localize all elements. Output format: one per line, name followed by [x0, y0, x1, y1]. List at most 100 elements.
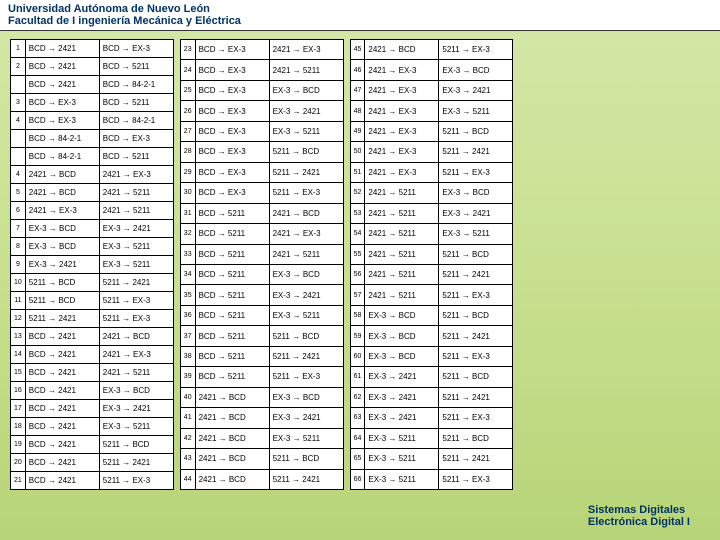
table-row: 542421 → 5211EX-3 → 5211 — [350, 224, 513, 244]
conversion-a: 2421 → BCD — [195, 428, 269, 448]
row-number — [11, 148, 26, 166]
row-number: 33 — [180, 244, 195, 264]
row-number: 44 — [180, 469, 195, 489]
row-number: 3 — [11, 94, 26, 112]
conversion-b: EX-3 → BCD — [99, 382, 173, 400]
conversion-b: 2421 → EX-3 — [99, 166, 173, 184]
conversion-b: EX-3 → 2421 — [269, 408, 343, 428]
conversion-a: BCD → 2421 — [25, 364, 99, 382]
conversion-b: 5211 → EX-3 — [99, 292, 173, 310]
conversion-b: 5211 → EX-3 — [439, 346, 513, 366]
conversion-a: EX-3 → 2421 — [365, 387, 439, 407]
table-row: 33BCD → 52112421 → 5211 — [180, 244, 343, 264]
conversion-b: 5211 → 2421 — [269, 469, 343, 489]
conversion-b: 5211 → EX-3 — [269, 183, 343, 203]
row-number: 18 — [11, 418, 26, 436]
table-row: 522421 → 5211EX-3 → BCD — [350, 183, 513, 203]
conversion-a: BCD → 5211 — [195, 224, 269, 244]
conversion-a: EX-3 → 2421 — [25, 256, 99, 274]
table-row: 61EX-3 → 24215211 → BCD — [350, 367, 513, 387]
conversion-b: 2421 → 5211 — [269, 244, 343, 264]
row-number: 26 — [180, 101, 195, 121]
conversion-a: BCD → EX-3 — [195, 101, 269, 121]
conversion-a: BCD → 5211 — [195, 244, 269, 264]
conversion-b: 5211 → BCD — [269, 326, 343, 346]
conversion-a: 2421 → EX-3 — [365, 60, 439, 80]
row-number: 13 — [11, 328, 26, 346]
row-number: 8 — [11, 238, 26, 256]
conversion-b: EX-3 → BCD — [269, 387, 343, 407]
table-row: 105211 → BCD5211 → 2421 — [11, 274, 174, 292]
table-row: 21BCD → 24215211 → EX-3 — [11, 472, 174, 490]
table-row: 60EX-3 → BCD5211 → EX-3 — [350, 346, 513, 366]
table-row: 562421 → 52115211 → 2421 — [350, 264, 513, 284]
conversion-b: 5211 → 2421 — [99, 274, 173, 292]
row-number: 30 — [180, 183, 195, 203]
row-number: 39 — [180, 367, 195, 387]
conversion-a: 2421 → 5211 — [365, 203, 439, 223]
footer-line-2: Electrónica Digital I — [588, 516, 690, 528]
conversion-b: EX-3 → BCD — [269, 80, 343, 100]
table-row: 30BCD → EX-35211 → EX-3 — [180, 183, 343, 203]
table-row: 25BCD → EX-3EX-3 → BCD — [180, 80, 343, 100]
row-number: 14 — [11, 346, 26, 364]
conversion-a: 5211 → BCD — [25, 292, 99, 310]
conversion-a: BCD → 2421 — [25, 346, 99, 364]
conversion-b: 5211 → 2421 — [269, 346, 343, 366]
row-number: 4 — [11, 166, 26, 184]
conversion-b: EX-3 → 2421 — [99, 220, 173, 238]
conversion-b: 5211 → 2421 — [439, 449, 513, 469]
row-number: 1 — [11, 40, 26, 58]
row-number: 6 — [11, 202, 26, 220]
table-row: 28BCD → EX-35211 → BCD — [180, 142, 343, 162]
row-number: 35 — [180, 285, 195, 305]
conversion-a: 2421 → 5211 — [365, 264, 439, 284]
row-number: 47 — [350, 80, 365, 100]
conversion-b: BCD → EX-3 — [99, 130, 173, 148]
tables-container: 1BCD → 2421BCD → EX-32BCD → 2421BCD → 52… — [0, 31, 720, 492]
conversion-a: 2421 → 5211 — [365, 224, 439, 244]
table-row: 27BCD → EX-3EX-3 → 5211 — [180, 121, 343, 141]
page-header: Universidad Autónoma de Nuevo León Facul… — [0, 0, 720, 31]
table-row: 432421 → BCD5211 → BCD — [180, 449, 343, 469]
conversion-b: EX-3 → 2421 — [269, 101, 343, 121]
conversion-b: 5211 → BCD — [439, 367, 513, 387]
conversion-a: EX-3 → 2421 — [365, 408, 439, 428]
conversion-b: 5211 → 2421 — [439, 326, 513, 346]
table-row: 29BCD → EX-35211 → 2421 — [180, 162, 343, 182]
conversion-b: EX-3 → 5211 — [99, 256, 173, 274]
row-number: 62 — [350, 387, 365, 407]
conversion-a: 2421 → BCD — [25, 166, 99, 184]
row-number — [11, 130, 26, 148]
conversion-a: BCD → 5211 — [195, 326, 269, 346]
conversion-a: BCD → EX-3 — [195, 162, 269, 182]
conversion-b: 5211 → EX-3 — [99, 310, 173, 328]
conversion-b: 5211 → BCD — [269, 142, 343, 162]
table-row: 13BCD → 24212421 → BCD — [11, 328, 174, 346]
table-row: 34BCD → 5211EX-3 → BCD — [180, 264, 343, 284]
table-row: 472421 → EX-3EX-3 → 2421 — [350, 80, 513, 100]
row-number: 21 — [11, 472, 26, 490]
row-number: 63 — [350, 408, 365, 428]
conversion-a: 2421 → BCD — [365, 40, 439, 60]
row-number: 65 — [350, 449, 365, 469]
row-number: 56 — [350, 264, 365, 284]
conversion-a: EX-3 → BCD — [365, 305, 439, 325]
conversion-b: EX-3 → 5211 — [439, 101, 513, 121]
table-col-3: 452421 → BCD5211 → EX-3462421 → EX-3EX-3… — [350, 39, 514, 490]
conversion-b: 5211 → EX-3 — [439, 408, 513, 428]
table-row: 32BCD → 52112421 → EX-3 — [180, 224, 343, 244]
conversion-a: 2421 → EX-3 — [365, 162, 439, 182]
conversion-b: 2421 → EX-3 — [99, 346, 173, 364]
conversion-b: 5211 → BCD — [439, 305, 513, 325]
conversion-a: EX-3 → 5211 — [365, 469, 439, 489]
row-number: 45 — [350, 40, 365, 60]
conversion-b: EX-3 → BCD — [439, 60, 513, 80]
conversion-a: BCD → 2421 — [25, 328, 99, 346]
row-number: 17 — [11, 400, 26, 418]
row-number: 12 — [11, 310, 26, 328]
table-row: 402421 → BCDEX-3 → BCD — [180, 387, 343, 407]
conversion-a: BCD → 5211 — [195, 367, 269, 387]
conversion-a: BCD → 5211 — [195, 346, 269, 366]
table-row: 125211 → 24215211 → EX-3 — [11, 310, 174, 328]
